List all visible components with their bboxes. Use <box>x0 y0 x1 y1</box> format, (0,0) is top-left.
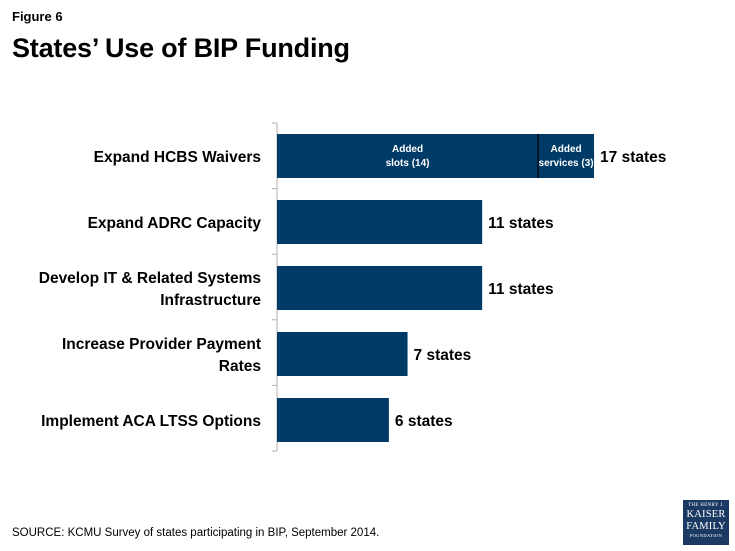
bar <box>277 398 389 442</box>
category-label-line: Rates <box>219 358 261 375</box>
bar-chart: Expand HCBS Waivers 17 states Expand ADRC … <box>39 122 666 452</box>
logo-line-2: KAISER <box>686 509 726 520</box>
data-label: 17 states <box>600 149 666 166</box>
category-label-line: Develop IT & Related Systems <box>39 270 261 287</box>
segment-label: Added slots (14) <box>386 144 430 169</box>
category-label-line: Increase Provider Payment <box>62 336 261 353</box>
data-label: 11 states <box>488 281 554 298</box>
segment-label-line: Added <box>551 144 582 155</box>
bar <box>277 134 595 178</box>
logo-line-4: FOUNDATION <box>689 533 723 538</box>
segment-label: Added services (3) <box>539 144 594 169</box>
data-label: 11 states <box>488 215 554 232</box>
chart-title: States’ Use of BIP Funding <box>12 33 350 63</box>
category-label-line: Expand ADRC Capacity <box>88 215 262 232</box>
category-label: Develop IT & Related Systems Infrastructu… <box>39 270 262 309</box>
segment-label-line: slots (14) <box>386 158 430 169</box>
category-label: Increase Provider Payment Rates <box>62 336 261 375</box>
category-label: Expand HCBS Waivers <box>94 149 261 166</box>
kff-logo: THE HENRY J. KAISER FAMILY FOUNDATION <box>683 500 729 545</box>
data-label: 7 states <box>414 347 472 364</box>
category-label-line: Expand HCBS Waivers <box>94 149 261 166</box>
category-label: Implement ACA LTSS Options <box>41 413 261 430</box>
source-note: SOURCE: KCMU Survey of states participat… <box>12 527 380 539</box>
category-label: Expand ADRC Capacity <box>88 215 262 232</box>
segment-label-line: Added <box>392 144 423 155</box>
data-label: 6 states <box>395 413 453 430</box>
category-label-line: Infrastructure <box>160 292 261 309</box>
category-label-line: Implement ACA LTSS Options <box>41 413 261 430</box>
bar <box>277 332 408 376</box>
bar <box>277 200 483 244</box>
logo-line-1: THE HENRY J. <box>688 503 724 508</box>
bar <box>277 266 483 310</box>
figure-label: Figure 6 <box>12 9 63 24</box>
segment-label-line: services (3) <box>539 158 594 169</box>
logo-line-3: FAMILY <box>686 520 726 532</box>
